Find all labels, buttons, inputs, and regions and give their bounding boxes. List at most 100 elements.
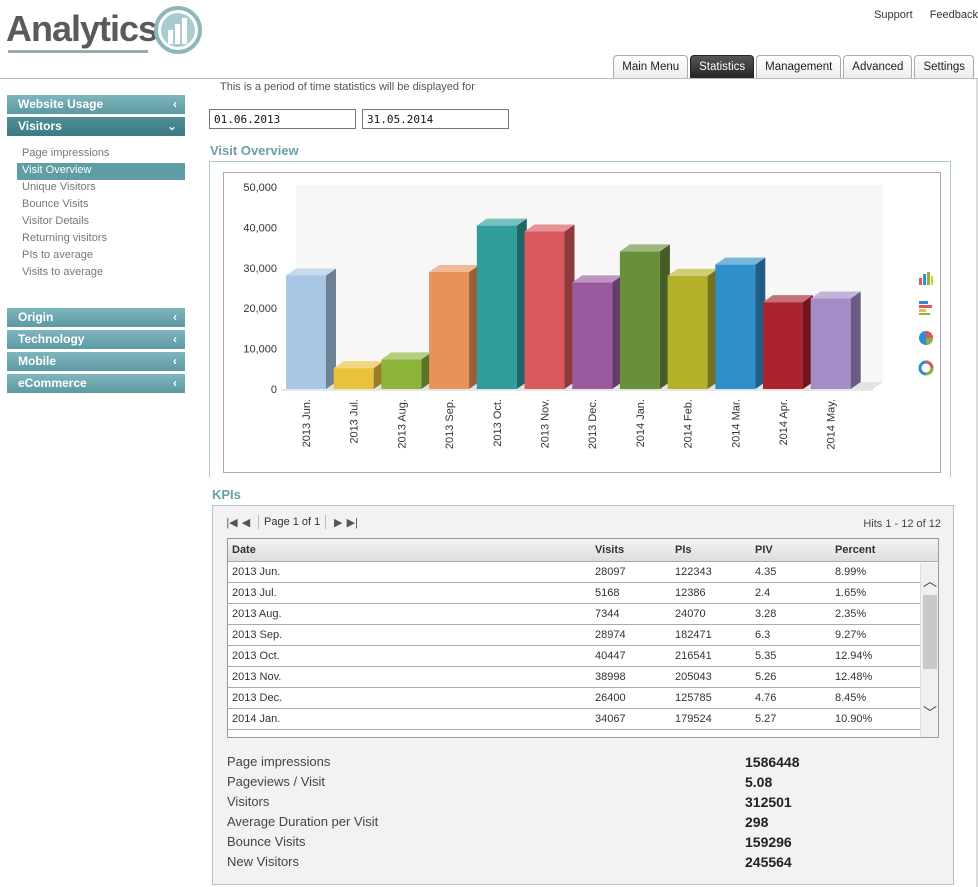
prev-page-icon[interactable]: ◀ bbox=[241, 516, 251, 529]
sidebar-section-technology[interactable]: Technology ‹ bbox=[7, 330, 185, 349]
table-scrollbar[interactable]: ︿ ﹀ bbox=[920, 563, 938, 737]
table-cell: 8.99% bbox=[835, 566, 867, 578]
tab-settings[interactable]: Settings bbox=[914, 55, 974, 79]
table-cell: 5168 bbox=[595, 587, 620, 599]
scroll-thumb[interactable] bbox=[923, 595, 937, 669]
chart-bar[interactable] bbox=[286, 268, 336, 389]
table-row[interactable]: 2013 Aug. 7344 24070 3.28 2.35% bbox=[228, 604, 938, 625]
table-cell: 12.94% bbox=[835, 650, 873, 662]
table-row[interactable]: 2013 Sep. 28974 182471 6.3 9.27% bbox=[228, 625, 938, 646]
chart-bar[interactable] bbox=[715, 257, 766, 389]
sidebar-section-visitors[interactable]: Visitors ⌄ bbox=[7, 117, 185, 136]
summary-label: Bounce Visits bbox=[227, 834, 306, 849]
table-cell: 3.28 bbox=[755, 608, 777, 620]
sidebar-section-ecommerce[interactable]: eCommerce ‹ bbox=[7, 374, 185, 393]
sidebar-section-label: Visitors bbox=[18, 119, 62, 133]
sidebar-item-visits-to-average[interactable]: Visits to average bbox=[22, 266, 104, 278]
table-cell: 1.65% bbox=[835, 587, 867, 599]
table-cell: 5.27 bbox=[755, 713, 777, 725]
table-cell: 24070 bbox=[675, 608, 706, 620]
tab-statistics[interactable]: Statistics bbox=[690, 55, 755, 79]
column-header-pis[interactable]: PIs bbox=[675, 544, 692, 556]
page-scroll-edge bbox=[976, 79, 978, 887]
summary-label: New Visitors bbox=[227, 854, 300, 869]
column-header-visits[interactable]: Visits bbox=[595, 544, 625, 556]
summary-value: 245564 bbox=[745, 854, 792, 870]
kpi-summary: Page impressions 1586448 Pageviews / Visit… bbox=[227, 752, 927, 872]
support-link[interactable]: Support bbox=[874, 9, 913, 21]
first-page-icon[interactable]: |◀ bbox=[226, 516, 238, 529]
scroll-down-icon[interactable]: ﹀ bbox=[923, 705, 937, 721]
y-tick-label: 30,000 bbox=[243, 263, 277, 275]
pie-chart-icon[interactable] bbox=[918, 330, 934, 346]
x-tick-label: 2014 May. bbox=[826, 399, 838, 450]
summary-label: Pageviews / Visit bbox=[227, 774, 326, 789]
y-tick-label: 40,000 bbox=[243, 222, 277, 234]
summary-value: 298 bbox=[745, 814, 769, 830]
table-cell: 7344 bbox=[595, 608, 620, 620]
horizontal-bar-icon[interactable] bbox=[918, 300, 934, 316]
summary-row: Pageviews / Visit 5.08 bbox=[227, 772, 927, 792]
sidebar-item-visit-overview[interactable]: Visit Overview bbox=[17, 163, 185, 180]
chevron-left-icon: ‹ bbox=[173, 376, 177, 390]
tab-main-menu[interactable]: Main Menu bbox=[613, 55, 689, 79]
table-cell: 26400 bbox=[595, 692, 626, 704]
table-row[interactable]: 2013 Jun. 28097 122343 4.35 8.99% bbox=[228, 562, 938, 583]
chevron-left-icon: ‹ bbox=[173, 354, 177, 368]
y-tick-label: 0 bbox=[271, 384, 277, 396]
visit-overview-chart: 50,000 40,000 30,000 20,000 10,000 0 2013 Jun.… bbox=[243, 182, 883, 450]
table-row[interactable]: 2013 Jul. 5168 12386 2.4 1.65% bbox=[228, 583, 938, 604]
table-row[interactable]: 2013 Dec. 26400 125785 4.76 8.45% bbox=[228, 688, 938, 709]
x-tick-label: 2013 Dec. bbox=[587, 399, 599, 449]
column-header-piv[interactable]: PIV bbox=[755, 544, 773, 556]
chart-bar[interactable] bbox=[763, 295, 813, 389]
hits-count: Hits 1 - 12 of 12 bbox=[863, 518, 941, 530]
y-tick-label: 10,000 bbox=[243, 344, 277, 356]
period-description: This is a period of time statistics will… bbox=[220, 81, 475, 93]
chart-bar[interactable] bbox=[572, 275, 623, 389]
chart-bar[interactable] bbox=[476, 218, 527, 389]
sidebar-item-pis-to-average[interactable]: PIs to average bbox=[22, 249, 93, 261]
chart-bar[interactable] bbox=[619, 244, 670, 389]
bar-chart-icon[interactable] bbox=[918, 270, 934, 286]
table-row[interactable]: 2013 Oct. 40447 216541 5.35 12.94% bbox=[228, 646, 938, 667]
chart-bar[interactable] bbox=[429, 264, 480, 389]
column-header-percent[interactable]: Percent bbox=[835, 544, 876, 556]
sidebar-item-visitor-details[interactable]: Visitor Details bbox=[22, 215, 90, 227]
logo-underline bbox=[8, 50, 148, 53]
table-row[interactable]: 2014 Jan. 34067 179524 5.27 10.90% bbox=[228, 709, 938, 730]
chart-bar[interactable] bbox=[667, 268, 718, 389]
table-cell: 2013 Oct. bbox=[232, 650, 280, 662]
table-cell: 12386 bbox=[675, 587, 706, 599]
chart-bar[interactable] bbox=[333, 361, 384, 389]
feedback-link[interactable]: Feedback bbox=[929, 9, 978, 21]
table-cell: 5.35 bbox=[755, 650, 777, 662]
table-row[interactable]: 2013 Nov. 38998 205043 5.26 12.48% bbox=[228, 667, 938, 688]
chart-bar[interactable] bbox=[810, 291, 861, 389]
sidebar-item-page-impressions[interactable]: Page impressions bbox=[22, 147, 110, 159]
table-cell: 2014 Jan. bbox=[232, 713, 281, 725]
sidebar-section-origin[interactable]: Origin ‹ bbox=[7, 308, 185, 327]
table-cell: 6.3 bbox=[755, 629, 771, 641]
table-cell: 205043 bbox=[675, 671, 712, 683]
sidebar-section-website-usage[interactable]: Website Usage ‹ bbox=[7, 95, 185, 114]
tab-management[interactable]: Management bbox=[756, 55, 842, 79]
tab-advanced[interactable]: Advanced bbox=[843, 55, 913, 79]
table-cell: 28974 bbox=[595, 629, 626, 641]
donut-chart-icon[interactable] bbox=[918, 360, 934, 376]
chart-bar[interactable] bbox=[381, 352, 432, 389]
sidebar-item-returning-visitors[interactable]: Returning visitors bbox=[22, 232, 107, 244]
sidebar-item-bounce-visits[interactable]: Bounce Visits bbox=[22, 198, 89, 210]
summary-label: Visitors bbox=[227, 794, 270, 809]
sidebar-item-unique-visitors[interactable]: Unique Visitors bbox=[22, 181, 96, 193]
column-header-date[interactable]: Date bbox=[232, 544, 256, 556]
scroll-up-icon[interactable]: ︿ bbox=[923, 573, 937, 589]
sidebar-section-mobile[interactable]: Mobile ‹ bbox=[7, 352, 185, 371]
chevron-down-icon: ⌄ bbox=[166, 119, 177, 133]
last-page-icon[interactable]: ▶| bbox=[346, 516, 358, 529]
chart-bar[interactable] bbox=[524, 224, 575, 389]
date-to-input[interactable] bbox=[362, 109, 509, 129]
date-from-input[interactable] bbox=[209, 109, 356, 129]
next-page-icon[interactable]: ▶ bbox=[334, 516, 343, 529]
table-cell: 8.45% bbox=[835, 692, 867, 704]
